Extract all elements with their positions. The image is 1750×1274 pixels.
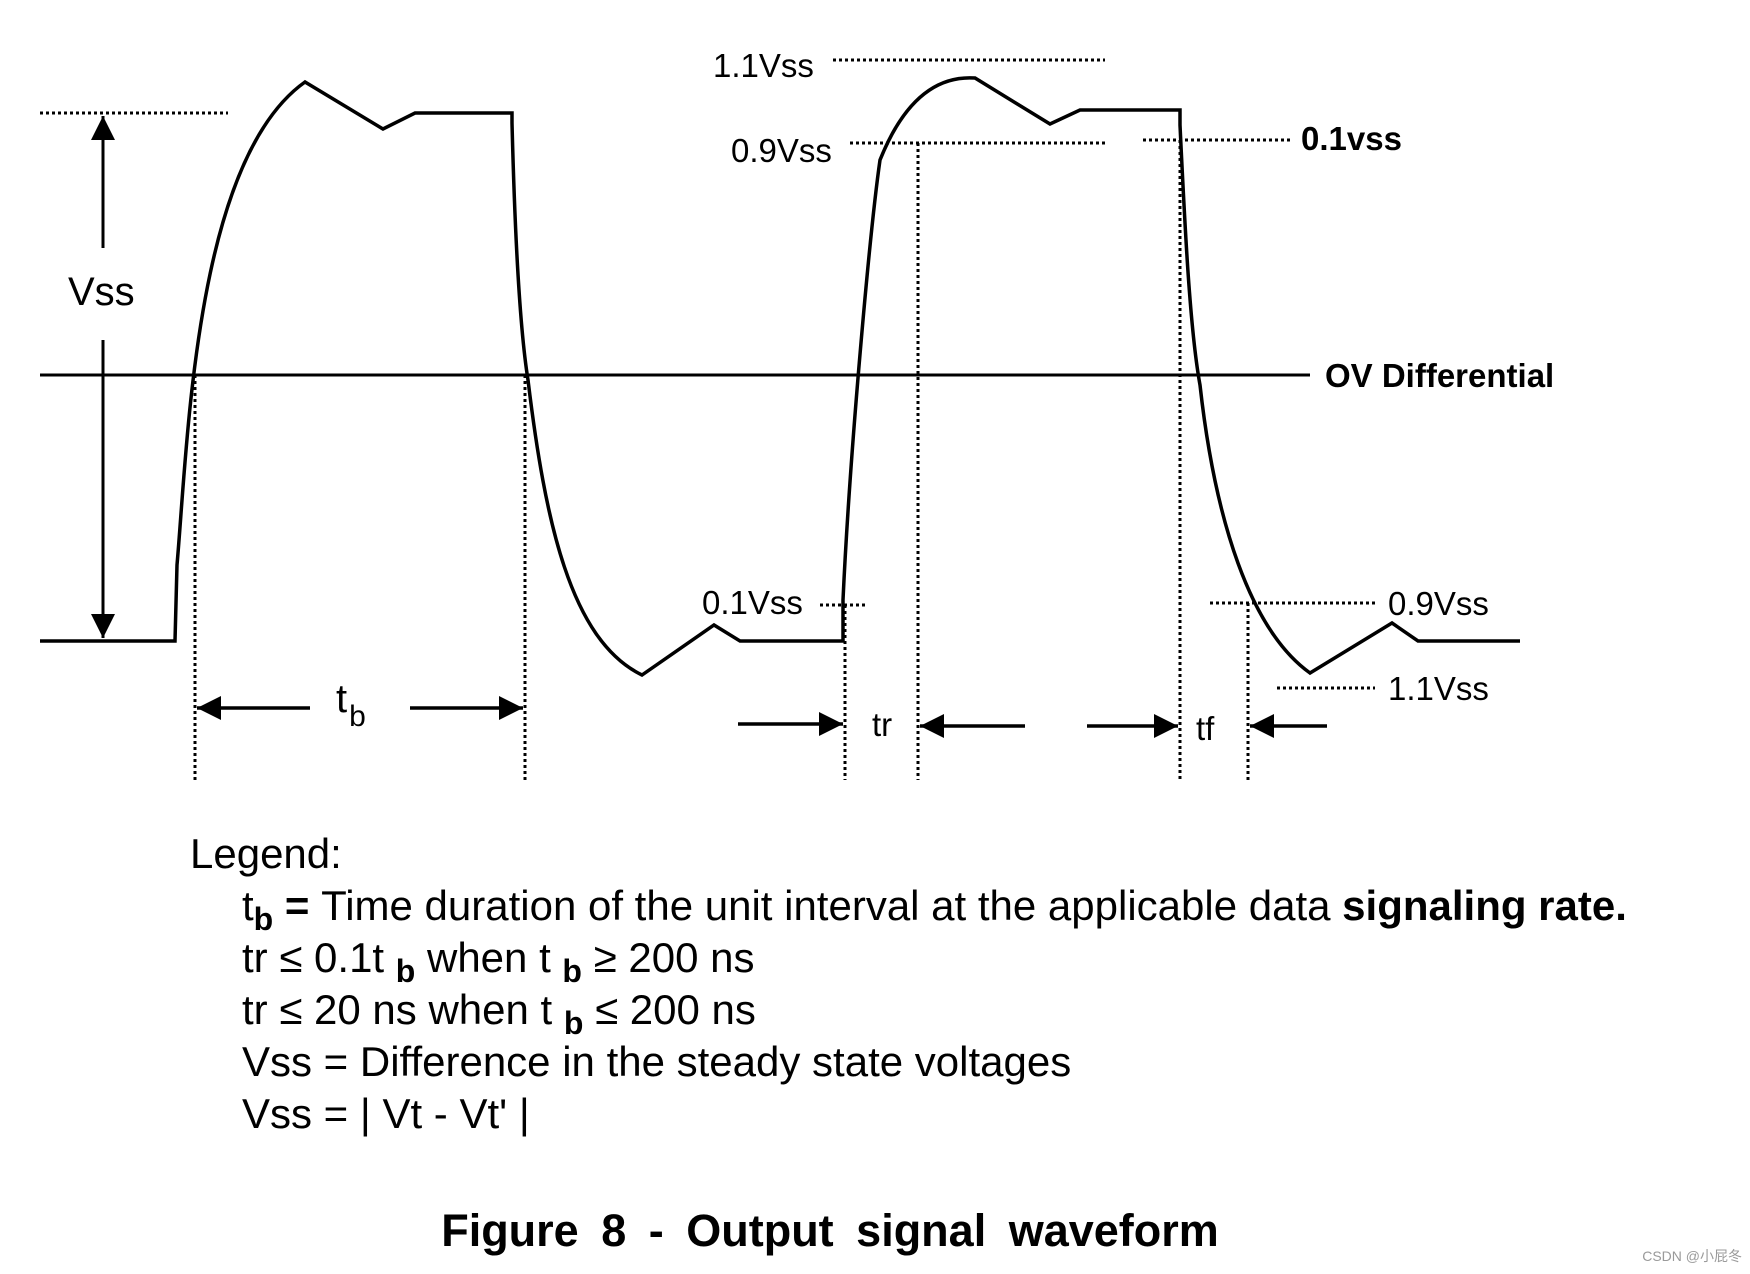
legend-tr-condition-1: tr ≤ 0.1t b when t b ≥ 200 ns [242, 934, 755, 989]
output-waveform [40, 76, 1520, 678]
watermark: CSDN @小屁冬 [1642, 1248, 1742, 1264]
vss-amplitude-label: Vss [68, 270, 135, 314]
legend: Legend: tb = Time duration of the unit i… [190, 828, 1627, 1140]
label-010-fall: 0.1vss [1301, 120, 1402, 157]
zero-differential-label: OV Differential [1325, 357, 1554, 394]
label-010-rise: 0.1Vss [702, 584, 803, 621]
legend-tr-condition-2: tr ≤ 20 ns when t b ≤ 200 ns [242, 986, 756, 1041]
legend-tb-definition: tb = Time duration of the unit interval … [242, 882, 1627, 937]
label-110-bottom: 1.1Vss [1388, 670, 1489, 707]
label-110-top: 1.1Vss [713, 47, 814, 84]
label-090-top: 0.9Vss [731, 132, 832, 169]
legend-vss-definition: Vss = Difference in the steady state vol… [242, 1038, 1072, 1085]
tb-label: tb [336, 677, 366, 733]
legend-vss-formula: Vss = | Vt - Vt' | [242, 1090, 530, 1137]
waveform-diagram: Vss tb tr tf 1.1Vss 0.9Vss 0.1vss OV Dif… [40, 47, 1554, 780]
figure-caption: Figure 8 - Output signal waveform [441, 1205, 1219, 1256]
tf-label: tf [1196, 710, 1215, 747]
label-090-bottom: 0.9Vss [1388, 585, 1489, 622]
tr-label: tr [872, 706, 892, 743]
legend-title: Legend: [190, 830, 342, 877]
